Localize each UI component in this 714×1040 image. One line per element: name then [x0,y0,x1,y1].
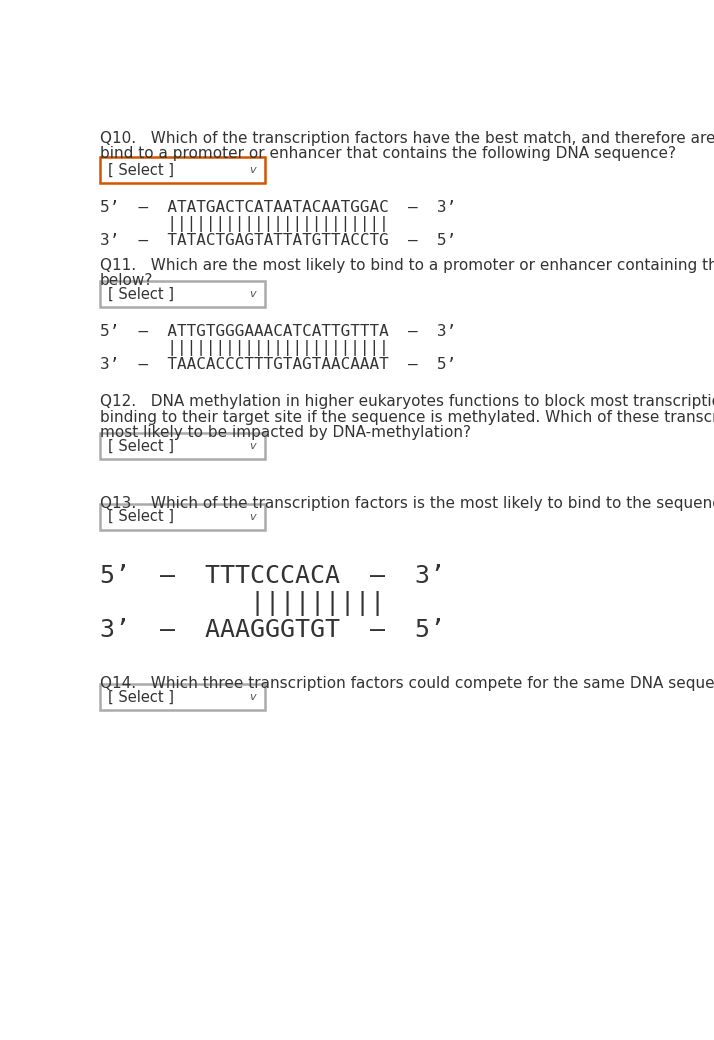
Text: 5’  –  ATATGACTCATAATACAATGGAC  –  3’: 5’ – ATATGACTCATAATACAATGGAC – 3’ [100,201,456,215]
Text: |||||||||||||||||||||||: ||||||||||||||||||||||| [100,216,389,232]
Text: bind to a promoter or enhancer that contains the following DNA sequence?: bind to a promoter or enhancer that cont… [100,147,676,161]
Text: v: v [249,441,256,451]
FancyBboxPatch shape [100,503,265,529]
FancyBboxPatch shape [100,433,265,459]
Text: Q12.   DNA methylation in higher eukaryotes functions to block most transcriptio: Q12. DNA methylation in higher eukaryote… [100,394,714,410]
Text: Q11.   Which are the most likely to bind to a promoter or enhancer containing th: Q11. Which are the most likely to bind t… [100,258,714,274]
Text: 5’  –  TTTCCCACA  –  3’: 5’ – TTTCCCACA – 3’ [100,565,445,589]
Text: 3’  –  TATACTGAGTATTATGTTACCTG  –  5’: 3’ – TATACTGAGTATTATGTTACCTG – 5’ [100,233,456,248]
Text: [ Select ]: [ Select ] [108,510,174,524]
Text: [ Select ]: [ Select ] [108,690,174,704]
Text: Q14.   Which three transcription factors could compete for the same DNA sequence: Q14. Which three transcription factors c… [100,676,714,692]
Text: 3’  –  TAACACCCTTTGTAGTAACAAAT  –  5’: 3’ – TAACACCCTTTGTAGTAACAAAT – 5’ [100,357,456,371]
FancyBboxPatch shape [100,157,265,183]
Text: [ Select ]: [ Select ] [108,162,174,178]
Text: |||||||||||||||||||||||: ||||||||||||||||||||||| [100,340,389,357]
Text: v: v [249,512,256,522]
Text: |||||||||: ||||||||| [100,592,385,617]
Text: most likely to be impacted by DNA-methylation?: most likely to be impacted by DNA-methyl… [100,425,471,440]
Text: v: v [249,289,256,300]
Text: [ Select ]: [ Select ] [108,439,174,453]
Text: 3’  –  AAAGGGTGT  –  5’: 3’ – AAAGGGTGT – 5’ [100,619,445,643]
FancyBboxPatch shape [100,684,265,710]
Text: below?: below? [100,274,154,288]
Text: Q13.   Which of the transcription factors is the most likely to bind to the sequ: Q13. Which of the transcription factors … [100,496,714,511]
Text: 5’  –  ATTGTGGGAAACATCATTGTTTA  –  3’: 5’ – ATTGTGGGAAACATCATTGTTTA – 3’ [100,324,456,339]
Text: Q10.   Which of the transcription factors have the best match, and therefore are: Q10. Which of the transcription factors … [100,131,714,146]
Text: binding to their target site if the sequence is methylated. Which of these trans: binding to their target site if the sequ… [100,410,714,424]
FancyBboxPatch shape [100,281,265,307]
Text: v: v [249,165,256,175]
Text: v: v [249,692,256,702]
Text: [ Select ]: [ Select ] [108,287,174,302]
